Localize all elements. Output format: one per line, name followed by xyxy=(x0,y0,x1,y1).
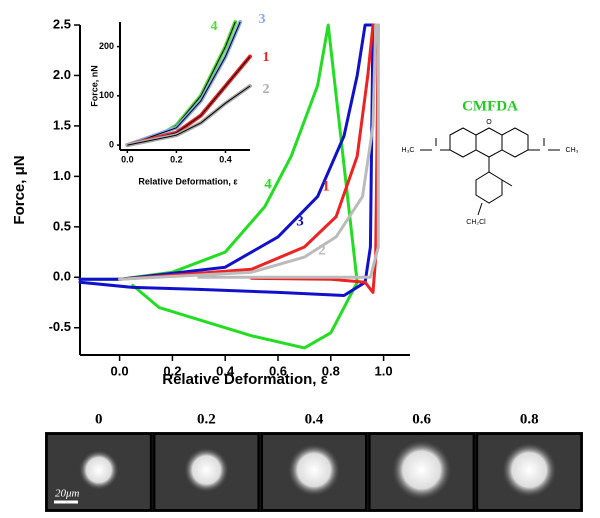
series-label: 1 xyxy=(322,178,330,194)
series-line xyxy=(78,23,359,350)
y-tick-label: 0.0 xyxy=(53,269,71,284)
series-label: 2 xyxy=(263,82,270,97)
y-tick-label: -0.5 xyxy=(49,319,71,334)
cell xyxy=(183,446,230,494)
series-label: 1 xyxy=(263,50,270,65)
y-axis-label: Force, μN xyxy=(11,155,28,224)
chem-label: CH₃ xyxy=(566,147,579,154)
inset-chart: 0 100 200 0.0 0.2 0.4 Relative Deformation, ε F… xyxy=(88,12,270,188)
series-label: 4 xyxy=(211,19,218,34)
y-tick-label: 1.5 xyxy=(53,117,71,132)
image-label: 0.8 xyxy=(520,411,539,427)
series-label: 2 xyxy=(318,242,326,258)
y-tick-label: 100 xyxy=(99,90,114,100)
x-tick-label: 0.2 xyxy=(163,363,181,378)
y-tick-label: 200 xyxy=(99,41,114,51)
cell xyxy=(78,449,120,491)
x-tick-label: 0.6 xyxy=(269,363,287,378)
y-tick-label: 0 xyxy=(109,139,114,149)
image-strip: 0 0.2 0.4 0.6 0.8 20μm xyxy=(45,411,583,512)
chem-label: O xyxy=(486,119,492,126)
series-label: 4 xyxy=(264,176,272,192)
chem-label: H₃C xyxy=(402,147,415,154)
x-tick-label: 0.2 xyxy=(170,154,183,164)
x-tick-label: 0.0 xyxy=(121,154,134,164)
y-tick-label: 2.5 xyxy=(53,16,71,31)
x-axis-label: Relative Deformation, ε xyxy=(138,176,238,186)
image-label: 0.6 xyxy=(412,411,431,427)
cell xyxy=(286,442,342,498)
y-tick-label: 0.5 xyxy=(53,218,71,233)
cell xyxy=(390,438,453,502)
x-tick-label: 0.4 xyxy=(216,363,235,378)
y-axis-label: Force, nN xyxy=(89,65,99,107)
fit-line xyxy=(127,85,251,146)
rings xyxy=(420,127,560,216)
y-tick-label: 1.0 xyxy=(53,168,71,183)
x-tick-label: 0.8 xyxy=(322,363,340,378)
series-line xyxy=(78,23,375,297)
main-chart: -0.5 0.0 0.5 1.0 1.5 2.0 2.5 0.0 0.2 0.4 0.6 0.8 1.0… xyxy=(11,16,410,388)
x-axis-label: Relative Deformation, ε xyxy=(162,371,328,388)
image-label: 0.4 xyxy=(305,411,324,427)
cell xyxy=(500,441,558,499)
series-label: 3 xyxy=(259,12,266,27)
fit-line xyxy=(127,21,241,146)
y-tick-label: 2.0 xyxy=(53,67,71,82)
structure-title: CMFDA xyxy=(462,98,518,114)
x-tick-label: 0.0 xyxy=(111,363,129,378)
image-label: 0.2 xyxy=(197,411,216,427)
structure: CMFDA H₃C CH₃ O CH₂Cl xyxy=(402,98,579,225)
series-label: 3 xyxy=(296,213,304,229)
image-label: 0 xyxy=(95,411,103,427)
series-line xyxy=(118,23,380,281)
x-tick-label: 0.4 xyxy=(219,154,232,164)
scale-label: 20μm xyxy=(55,488,80,500)
x-tick-label: 1.0 xyxy=(375,363,393,378)
series-line xyxy=(118,23,380,294)
chem-label: CH₂Cl xyxy=(466,219,486,226)
